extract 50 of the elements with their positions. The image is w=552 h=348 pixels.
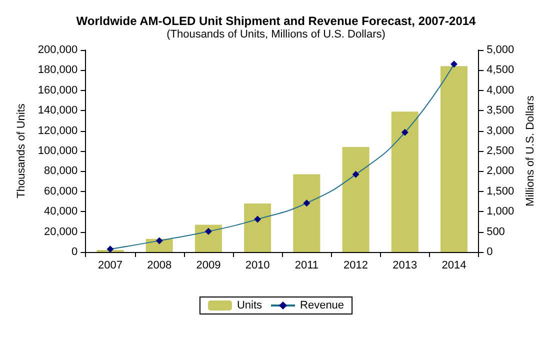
bar bbox=[440, 66, 468, 252]
x-tick-label: 2011 bbox=[294, 260, 319, 272]
y2-tick-label: 1,500 bbox=[486, 185, 514, 198]
point bbox=[450, 60, 458, 68]
point bbox=[303, 200, 310, 207]
x-tick-label: 2013 bbox=[392, 260, 418, 272]
point bbox=[204, 228, 212, 235]
legend-label: Revenue bbox=[300, 300, 344, 312]
bar bbox=[342, 146, 370, 252]
y2-tick-label: 2,000 bbox=[486, 165, 514, 178]
point bbox=[106, 246, 114, 253]
y-tick-label: 60,000 bbox=[44, 185, 78, 198]
x-tick-label: 2012 bbox=[344, 260, 368, 272]
y-tick-label: 200,000 bbox=[38, 44, 78, 56]
y2-tick-label: 3,500 bbox=[486, 104, 514, 117]
legend-label: Units bbox=[236, 300, 263, 312]
y-tick-label: 0 bbox=[72, 246, 78, 258]
y-tick-label: 100,000 bbox=[38, 145, 78, 157]
y-tick-label: 140,000 bbox=[38, 104, 78, 117]
point bbox=[156, 237, 163, 244]
y-tick-label: 40,000 bbox=[44, 206, 78, 218]
y2-tick-label: 3,000 bbox=[486, 124, 514, 137]
y2-tick-label: 4,000 bbox=[486, 84, 514, 96]
y-tick-label: 180,000 bbox=[38, 64, 78, 76]
x-tick-label: 2014 bbox=[442, 260, 466, 272]
x-tick-label: 2010 bbox=[245, 260, 270, 272]
point bbox=[352, 170, 360, 178]
y-axis-title: Thousands of Units bbox=[16, 103, 28, 198]
chart-title: Worldwide AM-OLED Unit Shipment and Revenue Forecast, 2007-2014 bbox=[76, 14, 476, 28]
x-tick-label: 2007 bbox=[98, 260, 122, 272]
x-tick-label: 2008 bbox=[147, 260, 172, 272]
y-tick-label: 80,000 bbox=[44, 165, 78, 178]
bar bbox=[391, 112, 418, 252]
y2-tick-label: 0 bbox=[486, 246, 493, 258]
y2-tick-label: 1,000 bbox=[486, 206, 514, 218]
bar bbox=[244, 204, 272, 252]
y2-tick-label: 2,500 bbox=[486, 145, 514, 157]
y2-tick-label: 500 bbox=[486, 226, 505, 238]
y-tick-label: 120,000 bbox=[38, 124, 78, 137]
point bbox=[254, 216, 262, 223]
bar bbox=[293, 174, 320, 252]
y2-tick-label: 4,500 bbox=[486, 64, 514, 76]
y2-tick-label: 5,000 bbox=[486, 44, 514, 56]
bar bbox=[194, 224, 222, 252]
y2-axis-title: Millions of U.S. Dollars bbox=[524, 95, 536, 206]
point bbox=[401, 128, 408, 136]
chart-subtitle: (Thousands of Units, Millions of U.S. Dollars) bbox=[166, 28, 386, 40]
y-tick-label: 20,000 bbox=[44, 226, 78, 238]
y-tick-label: 160,000 bbox=[38, 84, 78, 96]
x-tick-label: 2009 bbox=[196, 260, 221, 272]
